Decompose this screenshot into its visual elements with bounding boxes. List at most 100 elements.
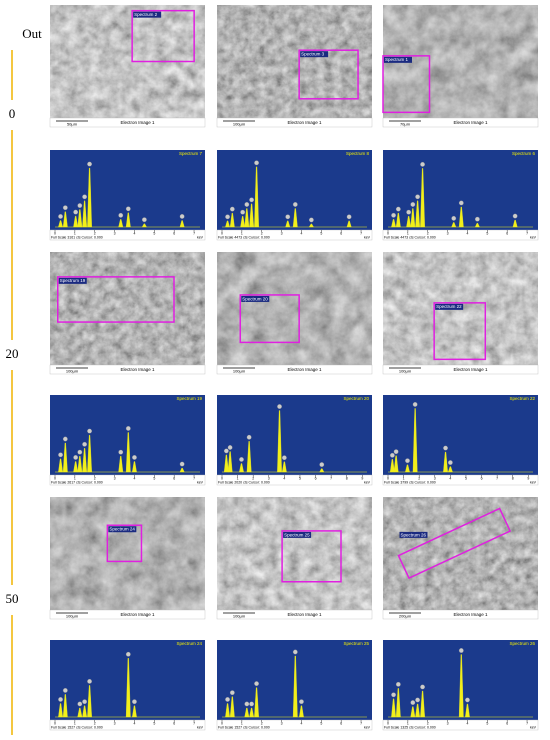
x-tick-label: 7 (360, 721, 362, 725)
peak (292, 208, 298, 228)
peak-marker (443, 445, 448, 451)
x-tick-label: 7 (193, 231, 195, 235)
x-tick-label: 2 (94, 231, 96, 235)
peak (118, 219, 124, 228)
x-unit: keV (530, 725, 537, 729)
sem-panel: Spectrum 2 50µm Electron Image 1 (49, 5, 206, 128)
peak-marker (118, 449, 124, 455)
peak-marker (319, 462, 325, 467)
peak (420, 168, 425, 228)
x-tick-label: 6 (481, 476, 483, 480)
peak-marker (277, 404, 282, 409)
peak-marker (254, 681, 259, 686)
peak (58, 220, 63, 228)
eds-strip (49, 229, 206, 241)
peak (281, 461, 287, 473)
x-tick-label: 3 (114, 231, 116, 235)
peak (132, 705, 137, 718)
x-unit: keV (197, 725, 204, 729)
sem-image (50, 252, 205, 365)
peak (118, 456, 124, 473)
eds-background (383, 395, 538, 475)
image-caption: Electron Image 1 (453, 120, 488, 125)
scale-strip (49, 117, 206, 128)
x-tick-label: 8 (512, 476, 514, 480)
sem-image (217, 252, 372, 365)
scale-strip (49, 609, 206, 620)
peak-marker (448, 460, 453, 465)
spectrum-box (397, 507, 512, 580)
spectrum-tag (300, 51, 329, 58)
peak (87, 434, 92, 473)
peak-marker (415, 697, 420, 703)
peak (249, 203, 254, 228)
sem-panel: Spectrum 19 100µm Electron Image 1 (49, 252, 206, 375)
peak-marker (292, 202, 298, 207)
spectrum-tag (58, 277, 87, 284)
x-tick-label: 3 (114, 476, 116, 480)
peak-marker (475, 216, 480, 222)
spectrum-label: Spectrum 3 (301, 52, 325, 57)
eds-title: Spectrum 7 (179, 151, 203, 156)
peak-marker (87, 161, 92, 167)
peak-marker (227, 445, 233, 450)
image-caption: Electron Image 1 (120, 612, 155, 617)
peak (73, 461, 79, 473)
peak (415, 703, 420, 718)
sem-image (217, 5, 372, 118)
peak-marker (179, 214, 185, 219)
peak (249, 707, 254, 718)
spectrum-tag (435, 303, 464, 310)
x-tick-label: 3 (114, 721, 116, 725)
peak-marker (249, 701, 254, 707)
x-tick-label: 1 (74, 476, 76, 480)
x-tick-label: 1 (407, 721, 409, 725)
x-tick-label: 1 (407, 231, 409, 235)
x-tick-label: 0 (221, 476, 223, 480)
peak-marker (420, 162, 425, 167)
peak-marker (125, 426, 131, 431)
peak (443, 451, 448, 473)
peak (82, 705, 87, 718)
x-tick-label: 3 (447, 231, 449, 235)
x-tick-label: 7 (526, 721, 528, 725)
x-tick-label: 5 (320, 231, 322, 235)
x-tick-label: 4 (283, 476, 285, 480)
spectrum-label: Spectrum 25 (284, 532, 310, 537)
peak-marker (239, 457, 244, 462)
peak (319, 468, 325, 473)
peak-marker (420, 684, 425, 690)
scale-label: 100µm (66, 614, 79, 619)
x-tick-label: 0 (387, 721, 389, 725)
spectrum-label: Spectrum 26 (401, 532, 427, 537)
eds-footer: Full Scale 4473 cts Cursor: 0.000 (384, 235, 436, 239)
peak-marker (58, 697, 63, 702)
peak (391, 698, 396, 718)
x-tick-label: 3 (434, 476, 436, 480)
spectrum-label: Spectrum 20 (242, 296, 268, 301)
peak (73, 215, 79, 228)
peak (58, 458, 63, 473)
x-tick-label: 1 (403, 476, 405, 480)
x-tick-label: 4 (300, 231, 302, 235)
peak (292, 655, 298, 718)
row-label: 20 (6, 346, 19, 361)
x-tick-label: 0 (54, 721, 56, 725)
peak (239, 463, 244, 473)
peak (512, 219, 518, 228)
x-tick-label: 6 (506, 231, 508, 235)
x-tick-label: 4 (133, 476, 135, 480)
spectrum-tag (384, 56, 412, 63)
spectrum-tag (241, 295, 270, 302)
x-tick-label: 5 (465, 476, 467, 480)
row-label: 50 (6, 591, 19, 606)
x-tick-label: 4 (133, 721, 135, 725)
peak-marker (512, 213, 518, 219)
peak (87, 685, 92, 718)
peak (412, 408, 418, 473)
peak (451, 222, 457, 228)
peak-marker (82, 699, 87, 705)
